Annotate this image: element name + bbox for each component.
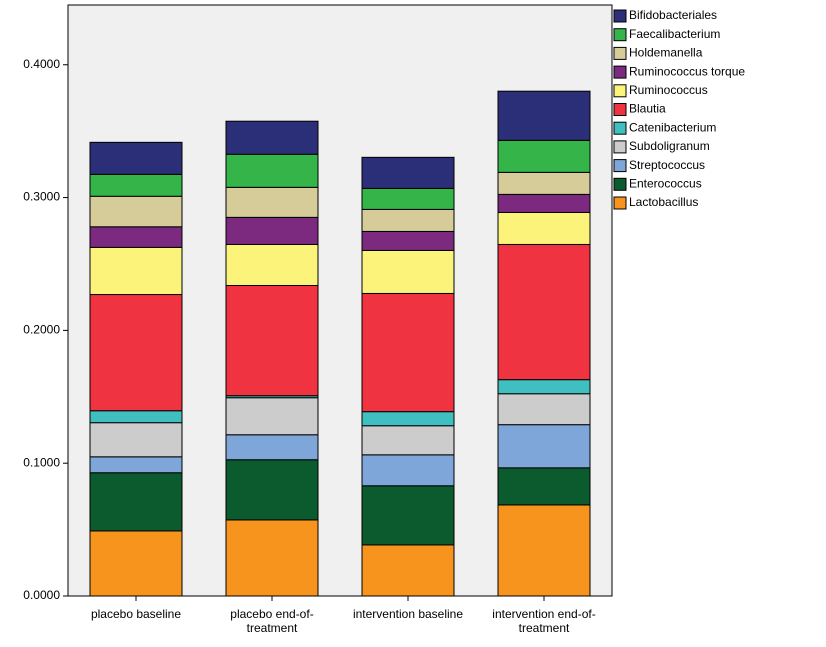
bar-segment <box>497 90 591 141</box>
legend-label: Streptococcus <box>629 158 705 172</box>
bar-segment <box>361 425 455 456</box>
bar-segment <box>89 246 183 296</box>
y-tick-label: 0.1000 <box>23 455 60 469</box>
legend-swatch <box>613 159 627 173</box>
bar-segment <box>497 243 591 381</box>
legend-label: Ruminococcus torque <box>629 64 745 78</box>
bar-segment <box>361 454 455 487</box>
bar-segment <box>497 504 591 597</box>
bar-segment <box>225 397 319 436</box>
legend-swatch <box>613 84 627 98</box>
bar-segment <box>89 294 183 412</box>
bar-segment <box>361 292 455 413</box>
bar-segment <box>89 422 183 458</box>
bar-segment <box>89 456 183 474</box>
bar-segment <box>225 120 319 155</box>
bar-segment <box>89 410 183 424</box>
legend-label: Lactobacillus <box>629 195 698 209</box>
bar-segment <box>361 411 455 427</box>
legend-swatch <box>613 65 627 79</box>
bar-segment <box>361 544 455 597</box>
bar-segment <box>361 485 455 546</box>
legend-label: Blautia <box>629 102 666 116</box>
legend-label: Subdoligranum <box>629 139 710 153</box>
x-tick-label: intervention end-of-treatment <box>492 607 596 635</box>
legend-swatch <box>613 103 627 116</box>
legend-label: Faecalibacterium <box>629 27 720 41</box>
legend-label: Bifidobacteriales <box>629 8 717 22</box>
y-tick-label: 0.3000 <box>23 190 60 204</box>
legend-swatch <box>613 46 627 60</box>
bar-segment <box>497 424 591 469</box>
y-tick-label: 0.2000 <box>23 323 60 337</box>
bar-segment <box>225 186 319 218</box>
x-tick-label: intervention baseline <box>352 607 464 621</box>
bar-segment <box>361 249 455 294</box>
bar-segment <box>225 284 319 397</box>
bar-segment <box>89 530 183 597</box>
legend-swatch <box>613 9 627 23</box>
legend-swatch <box>613 28 627 42</box>
bar-segment <box>497 171 591 195</box>
bar-segment <box>497 393 591 426</box>
bar-segment <box>497 467 591 506</box>
bar-segment <box>89 226 183 248</box>
bar-segment <box>361 230 455 251</box>
legend-swatch <box>613 121 627 135</box>
legend-label: Enterococcus <box>629 176 702 190</box>
legend-swatch <box>613 177 627 191</box>
y-tick-label: 0.0000 <box>23 588 60 602</box>
legend-swatch <box>613 140 627 154</box>
bar-segment <box>361 187 455 210</box>
bar-segment <box>225 459 319 521</box>
bar-segment <box>497 379 591 395</box>
legend-swatch <box>613 196 627 210</box>
y-tick-label: 0.4000 <box>23 57 60 71</box>
bar-segment <box>225 153 319 188</box>
bar-segment <box>225 434 319 461</box>
x-tick-label: placebo end-of-treatment <box>230 607 314 635</box>
bar-segment <box>361 208 455 232</box>
legend-label: Ruminococcus <box>629 83 708 97</box>
bar-segment <box>497 193 591 213</box>
bar-segment <box>89 472 183 532</box>
legend-label: Catenibacterium <box>629 120 716 134</box>
bar-segment <box>361 156 455 189</box>
bar-segment <box>225 243 319 286</box>
bar-segment <box>497 139 591 173</box>
x-tick-label: placebo baseline <box>90 607 182 621</box>
bar-segment <box>89 141 183 175</box>
bar-segment <box>89 173 183 197</box>
bar-segment <box>225 519 319 597</box>
legend-label: Holdemanella <box>629 46 703 60</box>
bar-segment <box>89 195 183 228</box>
bar-segment <box>225 216 319 245</box>
bar-segment <box>497 211 591 245</box>
